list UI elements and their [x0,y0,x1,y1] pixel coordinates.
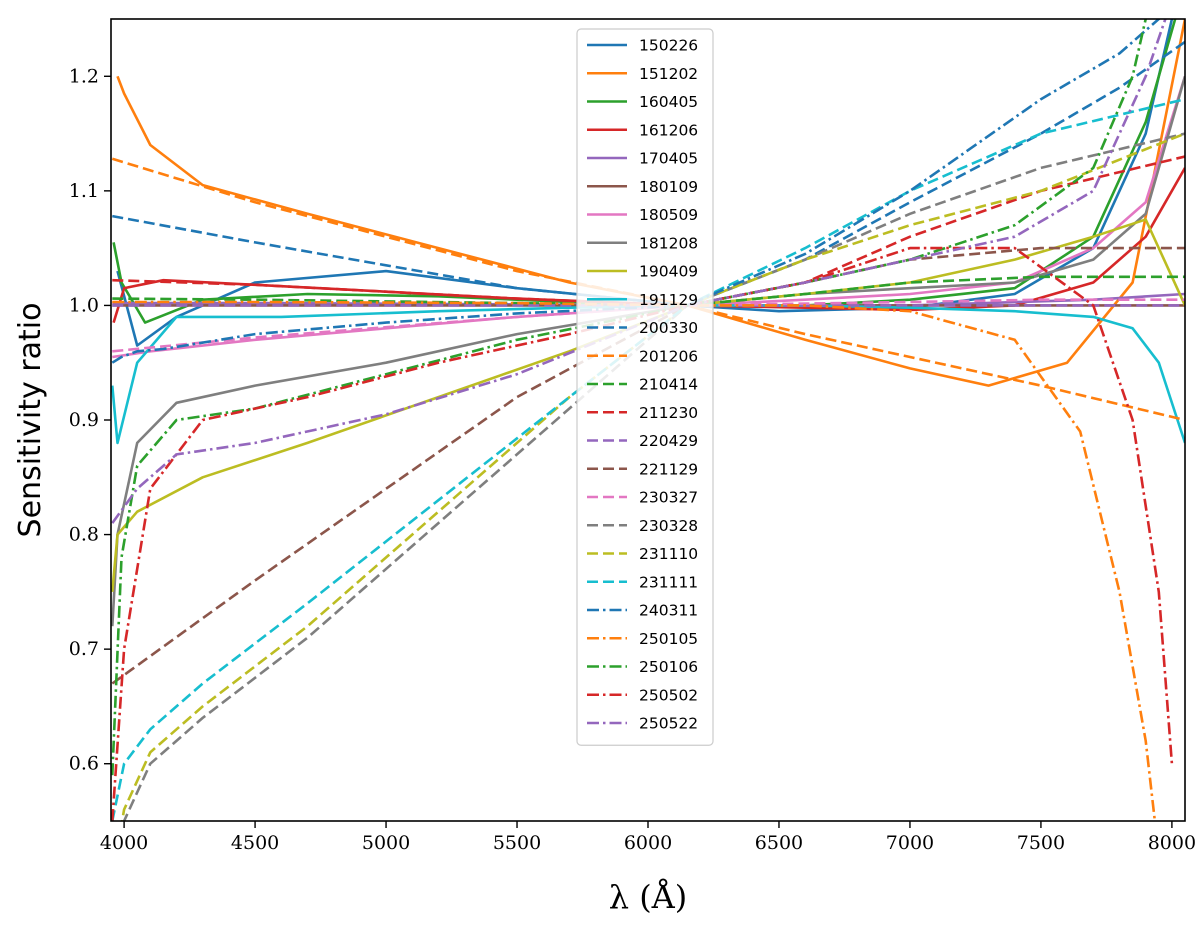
x-tick-label: 8000 [1148,832,1196,854]
y-tick-label: 1.1 [69,180,99,202]
series-line-250106 [111,19,1148,776]
legend-label-190409: 190409 [639,263,698,281]
legend-label-211230: 211230 [639,404,698,422]
x-tick-label: 4000 [100,832,148,854]
legend-label-240311: 240311 [639,602,698,620]
legend-frame [576,28,714,746]
x-tick-label: 5500 [493,832,541,854]
series-line-231110 [120,132,1185,821]
legend-label-230328: 230328 [639,517,698,535]
legend-label-191129: 191129 [639,291,698,309]
y-tick-label: 0.6 [69,753,99,775]
legend-label-181208: 181208 [639,234,698,252]
legend-label-151202: 151202 [639,65,698,83]
legend-label-221129: 221129 [639,460,698,478]
series-line-180509 [112,75,1185,359]
series-line-250105 [112,300,1157,821]
legend-label-250106: 250106 [639,658,698,676]
y-tick-label: 1.0 [69,294,99,316]
legend-label-150226: 150226 [639,37,698,55]
series-line-221129 [111,246,1185,685]
legend-label-220429: 220429 [639,432,698,450]
legend-label-161206: 161206 [639,121,698,139]
legend-label-250522: 250522 [639,715,698,733]
y-tick-label: 0.9 [69,409,99,431]
legend-label-250105: 250105 [639,630,698,648]
series-line-211230 [112,155,1185,307]
x-axis-title: λ (Å) [609,878,688,916]
legend-label-170405: 170405 [639,150,698,168]
series-line-250522 [111,19,1167,524]
y-tick-label: 1.2 [69,65,99,87]
legend-label-250502: 250502 [639,686,698,704]
y-tick-label: 0.8 [69,524,99,546]
legend-label-160405: 160405 [639,93,698,111]
legend-label-180109: 180109 [639,178,698,196]
legend-label-230327: 230327 [639,489,698,507]
legend-label-231110: 231110 [639,545,698,563]
x-tick-label: 7000 [886,832,934,854]
legend: 150226 151202 160405 161206 170405 180109 1805… [576,28,714,746]
y-tick-label: 0.7 [69,638,99,660]
legend-label-210414: 210414 [639,376,698,394]
legend-label-180509: 180509 [639,206,698,224]
series-line-250502 [111,246,1174,821]
legend-label-231111: 231111 [639,573,698,591]
y-axis-title: Sensitivity ratio [13,303,48,538]
legend-label-200330: 200330 [639,319,698,337]
series-line-210414 [112,275,1185,307]
x-tick-label: 7500 [1017,832,1065,854]
x-tick-label: 5000 [362,832,410,854]
x-tick-label: 6500 [755,832,803,854]
x-tick-label: 6000 [624,832,672,854]
series-line-230328 [122,132,1185,821]
x-tick-label: 4500 [231,832,279,854]
series-line-231111 [111,97,1185,821]
axis-layer: 4000 4500 5000 5500 6000 6500 7000 7500 8000 0.6 0… [69,65,1196,854]
legend-label-201206: 201206 [639,347,698,365]
series-line-240311 [111,19,1161,364]
